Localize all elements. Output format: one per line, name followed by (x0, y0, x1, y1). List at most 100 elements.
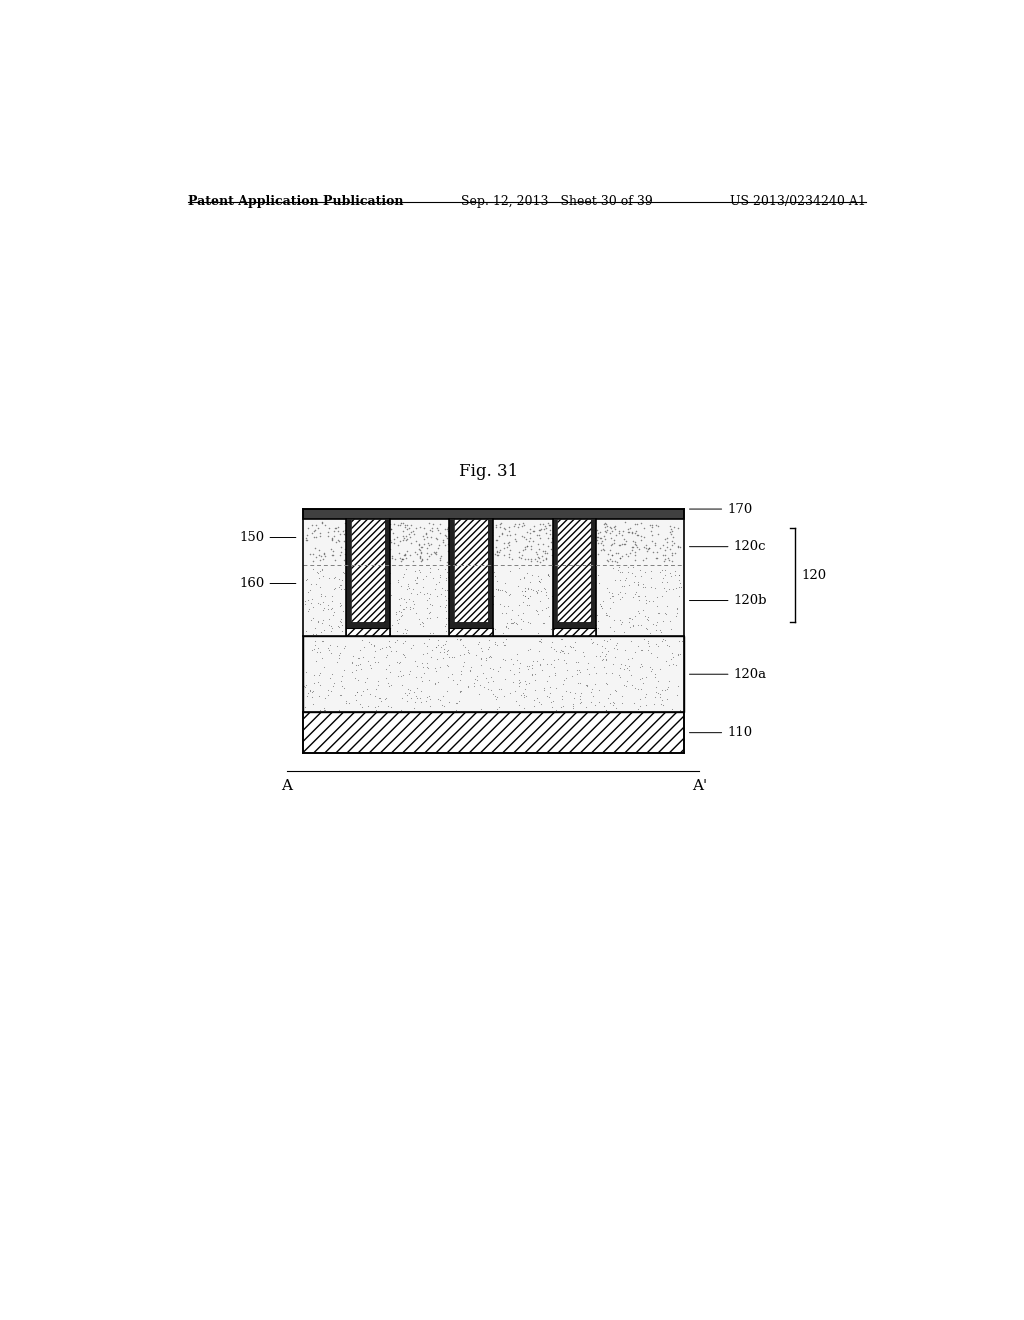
Point (621, 660, 637, 681)
Point (328, 566, 344, 587)
Point (307, 527, 324, 548)
Point (601, 582, 617, 603)
Point (444, 543, 461, 564)
Point (660, 578, 677, 599)
Point (354, 569, 371, 590)
Point (396, 515, 413, 536)
Point (389, 612, 406, 634)
Point (425, 568, 441, 589)
Point (370, 675, 386, 696)
Point (481, 520, 498, 541)
Point (343, 599, 359, 620)
Point (349, 609, 366, 630)
Point (621, 611, 637, 632)
Point (545, 517, 561, 539)
Point (455, 512, 471, 533)
Point (330, 516, 346, 537)
Point (578, 520, 594, 541)
Point (467, 614, 483, 635)
Point (453, 540, 469, 561)
Point (580, 653, 596, 675)
Point (482, 545, 499, 566)
Point (647, 532, 664, 553)
Point (596, 657, 612, 678)
Point (381, 631, 397, 652)
Point (488, 686, 505, 708)
Point (314, 610, 331, 631)
Point (347, 548, 364, 569)
Point (613, 693, 630, 714)
Point (479, 578, 496, 599)
Point (461, 533, 477, 554)
Point (563, 562, 580, 583)
Point (522, 539, 539, 560)
Point (338, 544, 354, 565)
Point (511, 669, 527, 690)
Point (343, 618, 359, 639)
Point (507, 680, 523, 701)
Point (618, 657, 635, 678)
Point (627, 523, 643, 544)
Point (559, 578, 575, 599)
Point (487, 536, 504, 557)
Point (640, 631, 656, 652)
Point (502, 583, 518, 605)
Point (305, 680, 322, 701)
Point (595, 648, 611, 669)
Bar (346, 622, 390, 628)
Point (447, 616, 464, 638)
Point (390, 652, 407, 673)
Point (299, 529, 315, 550)
Point (586, 512, 602, 533)
Point (409, 566, 425, 587)
Point (382, 636, 398, 657)
Point (402, 532, 419, 553)
Point (579, 622, 595, 643)
Point (339, 548, 355, 569)
Point (639, 609, 655, 630)
Point (297, 590, 313, 611)
Point (494, 603, 510, 624)
Point (360, 523, 377, 544)
Point (441, 528, 458, 549)
Point (369, 577, 385, 598)
Point (372, 639, 388, 660)
Point (617, 639, 634, 660)
Text: Fig. 31: Fig. 31 (460, 463, 519, 480)
Point (402, 515, 419, 536)
Point (612, 657, 629, 678)
Point (412, 517, 428, 539)
Point (591, 645, 607, 667)
Point (569, 652, 586, 673)
Point (461, 521, 477, 543)
Point (358, 520, 375, 541)
Bar (553, 519, 596, 636)
Point (489, 545, 506, 566)
Point (601, 605, 617, 626)
Point (643, 515, 659, 536)
Point (479, 619, 496, 640)
Point (364, 601, 380, 622)
Point (519, 535, 536, 556)
Point (421, 545, 437, 566)
Point (627, 550, 643, 572)
Point (419, 543, 435, 564)
Point (436, 525, 453, 546)
Point (597, 529, 613, 550)
Point (584, 632, 600, 653)
Point (566, 561, 583, 582)
Point (396, 516, 413, 537)
Point (371, 574, 387, 595)
Point (460, 677, 476, 698)
Point (346, 525, 362, 546)
Point (511, 672, 527, 693)
Point (358, 599, 375, 620)
Bar (592, 519, 596, 628)
Point (377, 569, 393, 590)
Point (531, 520, 548, 541)
Point (406, 635, 422, 656)
Point (462, 583, 478, 605)
Point (482, 601, 499, 622)
Point (623, 631, 639, 652)
Point (635, 550, 651, 572)
